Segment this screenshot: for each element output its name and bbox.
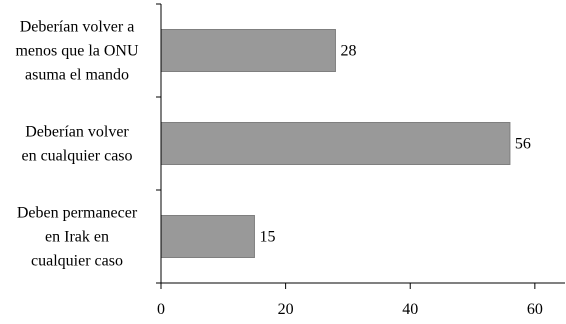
bar [160, 29, 336, 72]
x-tick-label: 60 [527, 301, 543, 318]
category-label: menos que la ONU [15, 43, 139, 60]
bar [160, 215, 255, 258]
x-tick-label: 40 [402, 301, 418, 318]
category-label: en Irak en [45, 229, 109, 246]
data-label: 28 [340, 43, 356, 60]
plot-area: 28 Deberían volver a menos que la ONU asuma… [15, 3, 565, 318]
x-tick-label: 20 [278, 301, 294, 318]
category-label: en cualquier caso [21, 148, 132, 165]
category-label: asuma el mando [25, 67, 129, 84]
category-label: cualquier caso [31, 253, 123, 270]
category-label: Deberían volver [25, 124, 129, 141]
category-label: Deben permanecer [17, 205, 138, 222]
bar [160, 122, 511, 165]
data-label: 15 [259, 229, 275, 246]
category-label: Deberían volver a [20, 19, 135, 36]
x-tick-label: 0 [157, 301, 165, 318]
data-label: 56 [515, 136, 531, 153]
